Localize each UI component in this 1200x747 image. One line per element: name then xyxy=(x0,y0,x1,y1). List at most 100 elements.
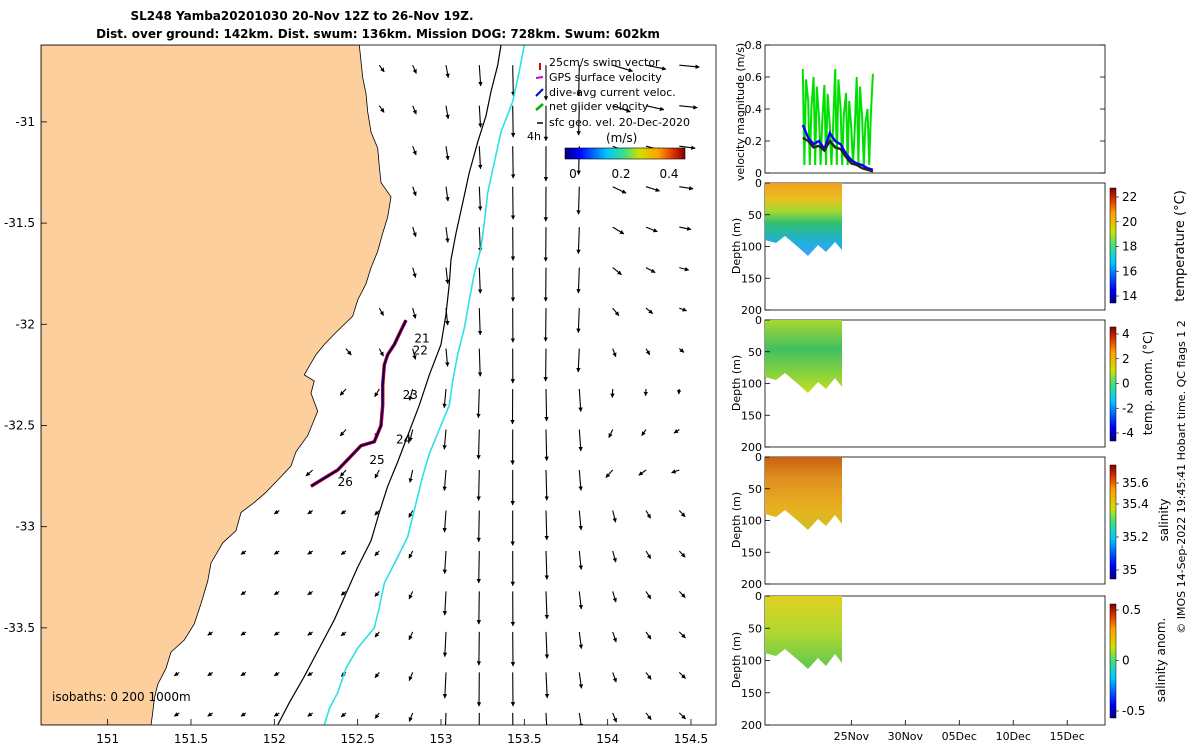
current-vector-170 xyxy=(273,671,280,677)
current-vector-53 xyxy=(612,267,622,276)
current-vector-162 xyxy=(544,631,550,659)
current-vector-117 xyxy=(476,510,481,543)
current-vector-166 xyxy=(678,631,686,639)
current-vector-188 xyxy=(340,712,347,718)
sec3-cbar-label-1: 0 xyxy=(1122,654,1130,668)
current-vector-73 xyxy=(576,348,581,373)
current-vector-38 xyxy=(412,226,417,238)
current-vector-9 xyxy=(679,64,700,69)
current-vector-10 xyxy=(378,105,385,113)
day-label-25: 25 xyxy=(369,453,384,467)
current-vector-78 xyxy=(374,388,380,398)
current-vector-158 xyxy=(408,631,414,641)
current-vector-96 xyxy=(608,429,614,438)
current-vector-102 xyxy=(408,469,414,483)
current-vector-67 xyxy=(378,348,384,357)
current-vector-14 xyxy=(510,105,516,138)
current-vector-64 xyxy=(645,307,654,315)
current-vector-149 xyxy=(612,591,617,603)
map-xtick-label-6: 154 xyxy=(596,732,619,746)
current-vector-121 xyxy=(612,510,617,523)
sec1-ytick-label-3: 150 xyxy=(741,409,762,422)
current-vector-84 xyxy=(578,388,583,412)
sec2-cbar-label-2: 35.2 xyxy=(1122,530,1149,544)
current-vector-63 xyxy=(612,307,620,317)
current-vector-153 xyxy=(240,631,247,636)
current-vector-174 xyxy=(408,672,414,682)
current-vector-125 xyxy=(273,550,280,555)
legend-item-geo: sfc geo. vel. 20-Dec-2020 xyxy=(537,116,690,129)
current-vector-7 xyxy=(612,64,634,73)
sec0-cbar-label-4: 14 xyxy=(1122,289,1137,303)
velocity-ylabel: velocity magnitude (m/s) xyxy=(734,43,747,181)
current-vector-0 xyxy=(378,64,385,73)
current-vector-135 xyxy=(612,550,617,563)
current-vector-94 xyxy=(544,429,549,462)
day-label-26: 26 xyxy=(338,475,353,489)
current-vector-179 xyxy=(578,672,584,689)
current-vector-143 xyxy=(408,591,414,600)
current-vector-29 xyxy=(412,186,417,197)
sec0-cbar-label-3: 16 xyxy=(1122,264,1137,278)
current-vector-157 xyxy=(374,631,380,638)
current-vector-182 xyxy=(678,672,686,679)
sec0-cbar-label-2: 18 xyxy=(1122,240,1137,254)
current-vector-169 xyxy=(240,671,247,677)
map-xtick-label-0: 151 xyxy=(96,732,119,746)
sec1-cbar-label-1: 2 xyxy=(1122,352,1130,366)
current-vector-114 xyxy=(374,510,380,516)
current-vector-37 xyxy=(679,186,694,191)
sec1-cbar-label-2: 0 xyxy=(1122,377,1130,391)
current-vector-45 xyxy=(645,226,658,233)
glider-track-black xyxy=(310,319,407,487)
current-vector-133 xyxy=(544,550,549,580)
sec2-ytick-label-4: 200 xyxy=(741,578,762,591)
temp-anomaly-cbar-label: temp. anom. (°C) xyxy=(1141,331,1155,435)
current-vector-151 xyxy=(678,591,686,598)
temperature-panel: Depth (m) temperature (°C) xyxy=(730,182,1188,311)
salinity-colorbar xyxy=(1109,464,1117,580)
current-vector-81 xyxy=(476,388,481,419)
current-vector-197 xyxy=(645,712,652,721)
current-vector-119 xyxy=(544,510,549,541)
current-vector-59 xyxy=(477,308,483,336)
legend-label-swim: 25cm/s swim vector xyxy=(549,56,660,69)
current-vector-62 xyxy=(576,308,581,334)
temperature-cbar-label: temperature (°C) xyxy=(1173,190,1188,302)
vel-ytick-label-1: 0.2 xyxy=(745,135,763,148)
current-vector-187 xyxy=(307,712,314,717)
temperature-section xyxy=(765,183,842,256)
current-vector-163 xyxy=(578,631,584,650)
current-vector-120 xyxy=(578,510,583,531)
sec3-ytick-label-2: 100 xyxy=(741,655,762,668)
current-vector-39 xyxy=(445,227,450,243)
vel-ytick-label-4: 0.8 xyxy=(745,39,763,52)
current-vector-129 xyxy=(408,550,414,559)
velocity-series xyxy=(801,68,874,173)
salinity-panel: Depth (m) salinity xyxy=(730,456,1171,585)
current-vector-66 xyxy=(345,348,352,356)
vel-series-net xyxy=(802,136,874,173)
sec1-ytick-label-4: 200 xyxy=(741,441,762,454)
current-vector-145 xyxy=(476,591,482,625)
current-vector-2 xyxy=(445,65,450,79)
isobath-200m xyxy=(277,45,502,725)
current-vector-164 xyxy=(612,631,617,643)
current-vector-122 xyxy=(645,510,651,519)
sec1-ytick-label-2: 100 xyxy=(741,378,762,391)
current-vector-196 xyxy=(612,712,617,723)
salinity-anomaly-colorbar xyxy=(1109,603,1117,719)
colorbar-tick-0: 0 xyxy=(569,167,577,181)
current-vector-138 xyxy=(240,590,247,596)
current-vector-77 xyxy=(339,388,347,396)
current-vector-46 xyxy=(679,226,692,231)
current-vector-123 xyxy=(678,510,686,518)
salinity-anomaly-section xyxy=(765,596,842,669)
current-vector-180 xyxy=(612,672,617,683)
current-vector-155 xyxy=(307,631,314,636)
current-vector-28 xyxy=(679,145,696,150)
current-vector-30 xyxy=(445,186,450,202)
salinity-section xyxy=(765,457,842,530)
